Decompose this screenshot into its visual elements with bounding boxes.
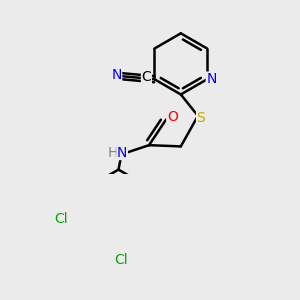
Text: N: N	[117, 146, 127, 160]
Text: N: N	[206, 72, 217, 86]
Text: O: O	[167, 110, 178, 124]
Text: S: S	[196, 111, 206, 125]
Text: C: C	[142, 70, 151, 84]
Text: Cl: Cl	[55, 212, 68, 226]
Text: Cl: Cl	[115, 253, 128, 267]
Text: N: N	[111, 68, 122, 82]
Text: H: H	[108, 146, 118, 160]
